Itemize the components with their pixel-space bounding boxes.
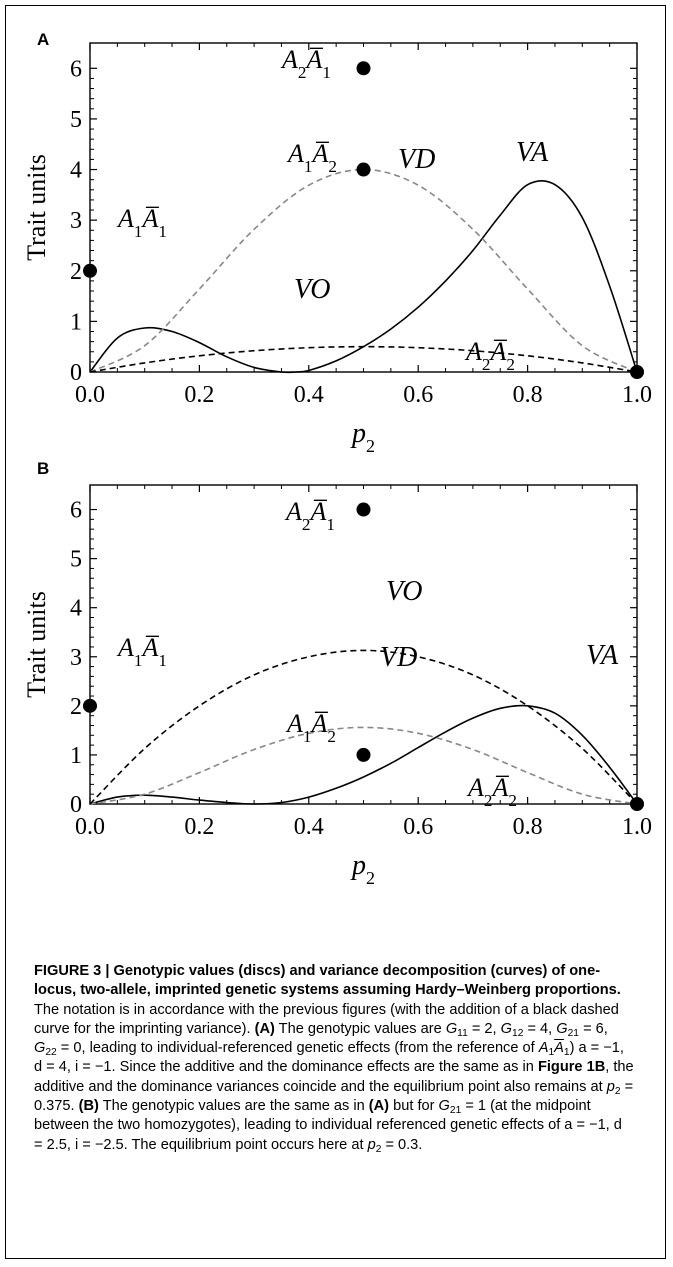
genotype-label-a-3: A2A̅2 xyxy=(464,337,515,374)
y-tick-label-a-0: 0 xyxy=(70,360,82,386)
caption-ref-a: (A) xyxy=(368,1098,390,1115)
genotype-label-a-0: A1A̅1 xyxy=(116,204,167,241)
y-tick-label-b-4: 4 xyxy=(70,596,82,622)
y-tick-label-b-3: 3 xyxy=(70,645,82,671)
series-label-vd-a: VD xyxy=(398,144,435,175)
genotype-label-b-3: A2A̅2 xyxy=(466,773,517,810)
series-line-va-a xyxy=(89,179,638,374)
y-tick-label-a-1: 1 xyxy=(70,309,82,335)
y-tick-label-a-6: 6 xyxy=(70,56,82,82)
genotype-label-b-2: A2A̅1 xyxy=(284,497,335,534)
series-label-vo-a: VO xyxy=(294,274,331,305)
chart-panel-b: 0 1 2 3 4 5 6 0.0 0.2 0.4 0.6 0.8 1.0 Trait units p2 A1… xyxy=(22,484,652,888)
caption-heading: FIGURE 3 | Genotypic values (discs) and … xyxy=(34,963,621,999)
x-tick-label-b-5: 1.0 xyxy=(622,814,652,840)
x-tick-label-b-2: 0.4 xyxy=(294,814,324,840)
series-line-va-b xyxy=(89,704,638,805)
x-tick-label-a-0: 0.0 xyxy=(75,382,105,408)
caption-g21-b: = 1 (at the midpoint between the two hom… xyxy=(34,1098,622,1153)
genotype-point-a-3 xyxy=(630,365,644,379)
series-line-vo-b xyxy=(89,649,638,805)
y-tick-label-a-5: 5 xyxy=(70,107,82,133)
series-line-vd-b xyxy=(89,726,638,805)
caption-label-b: (B) xyxy=(78,1098,99,1115)
y-tick-label-b-2: 2 xyxy=(70,694,82,720)
series-line-vd-a xyxy=(89,168,638,373)
series-label-va-b: VA xyxy=(586,640,619,671)
caption-text-4: The genotypic values are the same as in xyxy=(98,1098,369,1115)
y-axis-label-b: Trait units xyxy=(22,591,51,698)
genotype-point-b-3 xyxy=(630,797,644,811)
y-tick-label-b-1: 1 xyxy=(70,743,82,769)
panel-a-letter: A xyxy=(37,30,50,49)
y-tick-label-b-5: 5 xyxy=(70,547,82,573)
y-axis-label-a: Trait units xyxy=(22,154,51,261)
x-tick-label-a-4: 0.8 xyxy=(513,382,543,408)
series-line-vo-a xyxy=(89,345,638,373)
caption-g21: = 6, xyxy=(583,1020,608,1037)
genotype-label-a-1: A1A̅2 xyxy=(286,139,337,176)
x-tick-label-b-4: 0.8 xyxy=(513,814,543,840)
genotype-point-b-2 xyxy=(356,502,371,517)
x-axis-label-a: p2 xyxy=(350,418,375,456)
series-label-vo-b: VO xyxy=(386,576,423,607)
plot-frame-a xyxy=(89,42,638,373)
caption-eq-b: = 0.3. xyxy=(385,1136,423,1153)
x-tick-label-a-1: 0.2 xyxy=(184,382,214,408)
y-tick-label-a-2: 2 xyxy=(70,259,82,285)
x-tick-label-a-3: 0.6 xyxy=(403,382,433,408)
series-label-va-a: VA xyxy=(516,137,549,168)
series-label-vd-b: VD xyxy=(380,642,417,673)
genotype-label-b-0: A1A̅1 xyxy=(116,633,167,670)
genotype-label-b-1: A1A̅2 xyxy=(285,709,336,746)
caption-text-3: , the additive and the dominance varianc… xyxy=(34,1059,634,1095)
x-tick-label-a-2: 0.4 xyxy=(294,382,324,408)
y-tick-label-a-3: 3 xyxy=(70,208,82,234)
y-tick-label-a-4: 4 xyxy=(70,158,82,184)
caption-text-1: The notation is in accordance with the p… xyxy=(34,1001,619,1037)
x-tick-label-b-1: 0.2 xyxy=(184,814,214,840)
x-tick-label-b-0: 0.0 xyxy=(75,814,105,840)
panel-b-letter: B xyxy=(37,459,50,478)
caption-figure-1b-ref: Figure 1B xyxy=(537,1059,606,1076)
caption-eq-a: = 0.375. xyxy=(34,1078,634,1115)
genotype-point-a-0 xyxy=(83,263,97,278)
caption-g22: = 0, leading to individual-referenced ge… xyxy=(60,1040,539,1057)
figure-caption: FIGURE 3 | Genotypic values (discs) and … xyxy=(34,963,634,1155)
caption-text-5: but for xyxy=(389,1098,439,1115)
genotype-point-b-1 xyxy=(356,747,371,762)
caption-a-values: ) a = −1, d = 4, i = −1. Since the addit… xyxy=(34,1040,624,1076)
caption-g11: = 2, xyxy=(471,1020,501,1037)
caption-text-2: The genotypic values are xyxy=(274,1020,446,1037)
x-axis-label-b: p2 xyxy=(350,850,375,888)
figure-frame xyxy=(5,5,666,1259)
genotype-point-a-1 xyxy=(356,162,371,177)
y-tick-label-b-0: 0 xyxy=(70,792,82,818)
genotype-label-a-2: A2A̅1 xyxy=(280,45,331,82)
x-tick-label-b-3: 0.6 xyxy=(403,814,433,840)
caption-g12: = 4, xyxy=(527,1020,557,1037)
caption-label-a: (A) xyxy=(254,1020,275,1037)
y-tick-label-b-6: 6 xyxy=(70,498,82,524)
genotype-point-b-0 xyxy=(83,698,97,713)
x-tick-label-a-5: 1.0 xyxy=(622,382,652,408)
chart-panel-a: 0 1 2 3 4 5 6 0.0 0.2 0.4 0.6 0.8 1.0 Trait units p2 A1… xyxy=(22,42,652,456)
genotype-point-a-2 xyxy=(356,61,371,76)
